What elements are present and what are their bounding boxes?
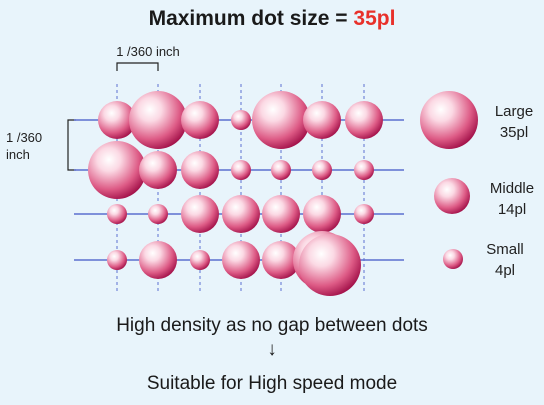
small-dot [107,250,127,270]
small-dot [148,204,168,224]
vertical-pitch-label-line1: 1 /360 [6,130,42,145]
small-dot [271,160,291,180]
legend-large-dot [420,91,478,149]
small-dot [190,250,210,270]
caption-line2: Suitable for High speed mode [147,373,397,394]
middle-dot [222,241,260,279]
middle-dot [139,151,177,189]
legend-small-dot [443,249,463,269]
caption-line1: High density as no gap between dots [116,315,428,336]
middle-dot [181,195,219,233]
middle-dot [98,101,136,139]
legend-small-volume: 4pl [495,262,515,279]
legend: Large 35pl Middle 14pl Small 4pl [420,91,534,279]
middle-dot [181,101,219,139]
middle-dot [222,195,260,233]
legend-large-name: Large [495,103,533,120]
legend-large-volume: 35pl [500,124,528,141]
small-dot [231,110,251,130]
legend-middle-name: Middle [490,180,534,197]
middle-dot [262,241,300,279]
vertical-pitch-label-line2: inch [6,147,30,162]
middle-dot [303,101,341,139]
horizontal-pitch-label: 1 /360 inch [116,44,180,59]
large-dot [129,91,187,149]
middle-dot [345,101,383,139]
middle-dot [262,195,300,233]
legend-middle-dot [434,178,470,214]
middle-dot [303,195,341,233]
small-dot [354,160,374,180]
large-dot [299,234,361,296]
vertical-pitch-bracket [67,119,76,171]
caption-arrow: ↓ [267,339,277,360]
legend-small-name: Small [486,241,524,258]
small-dot [107,204,127,224]
diagram-title: Maximum dot size = 35pl [149,7,396,30]
large-dot [252,91,310,149]
title-value: 35pl [353,7,395,30]
small-dot [312,160,332,180]
dot-grid [74,84,404,296]
title-prefix: Maximum dot size = [149,7,354,30]
horizontal-pitch-bracket [116,62,159,71]
middle-dot [139,241,177,279]
middle-dot [181,151,219,189]
legend-middle-volume: 14pl [498,201,526,218]
small-dot [231,160,251,180]
large-dot [88,141,146,199]
small-dot [354,204,374,224]
